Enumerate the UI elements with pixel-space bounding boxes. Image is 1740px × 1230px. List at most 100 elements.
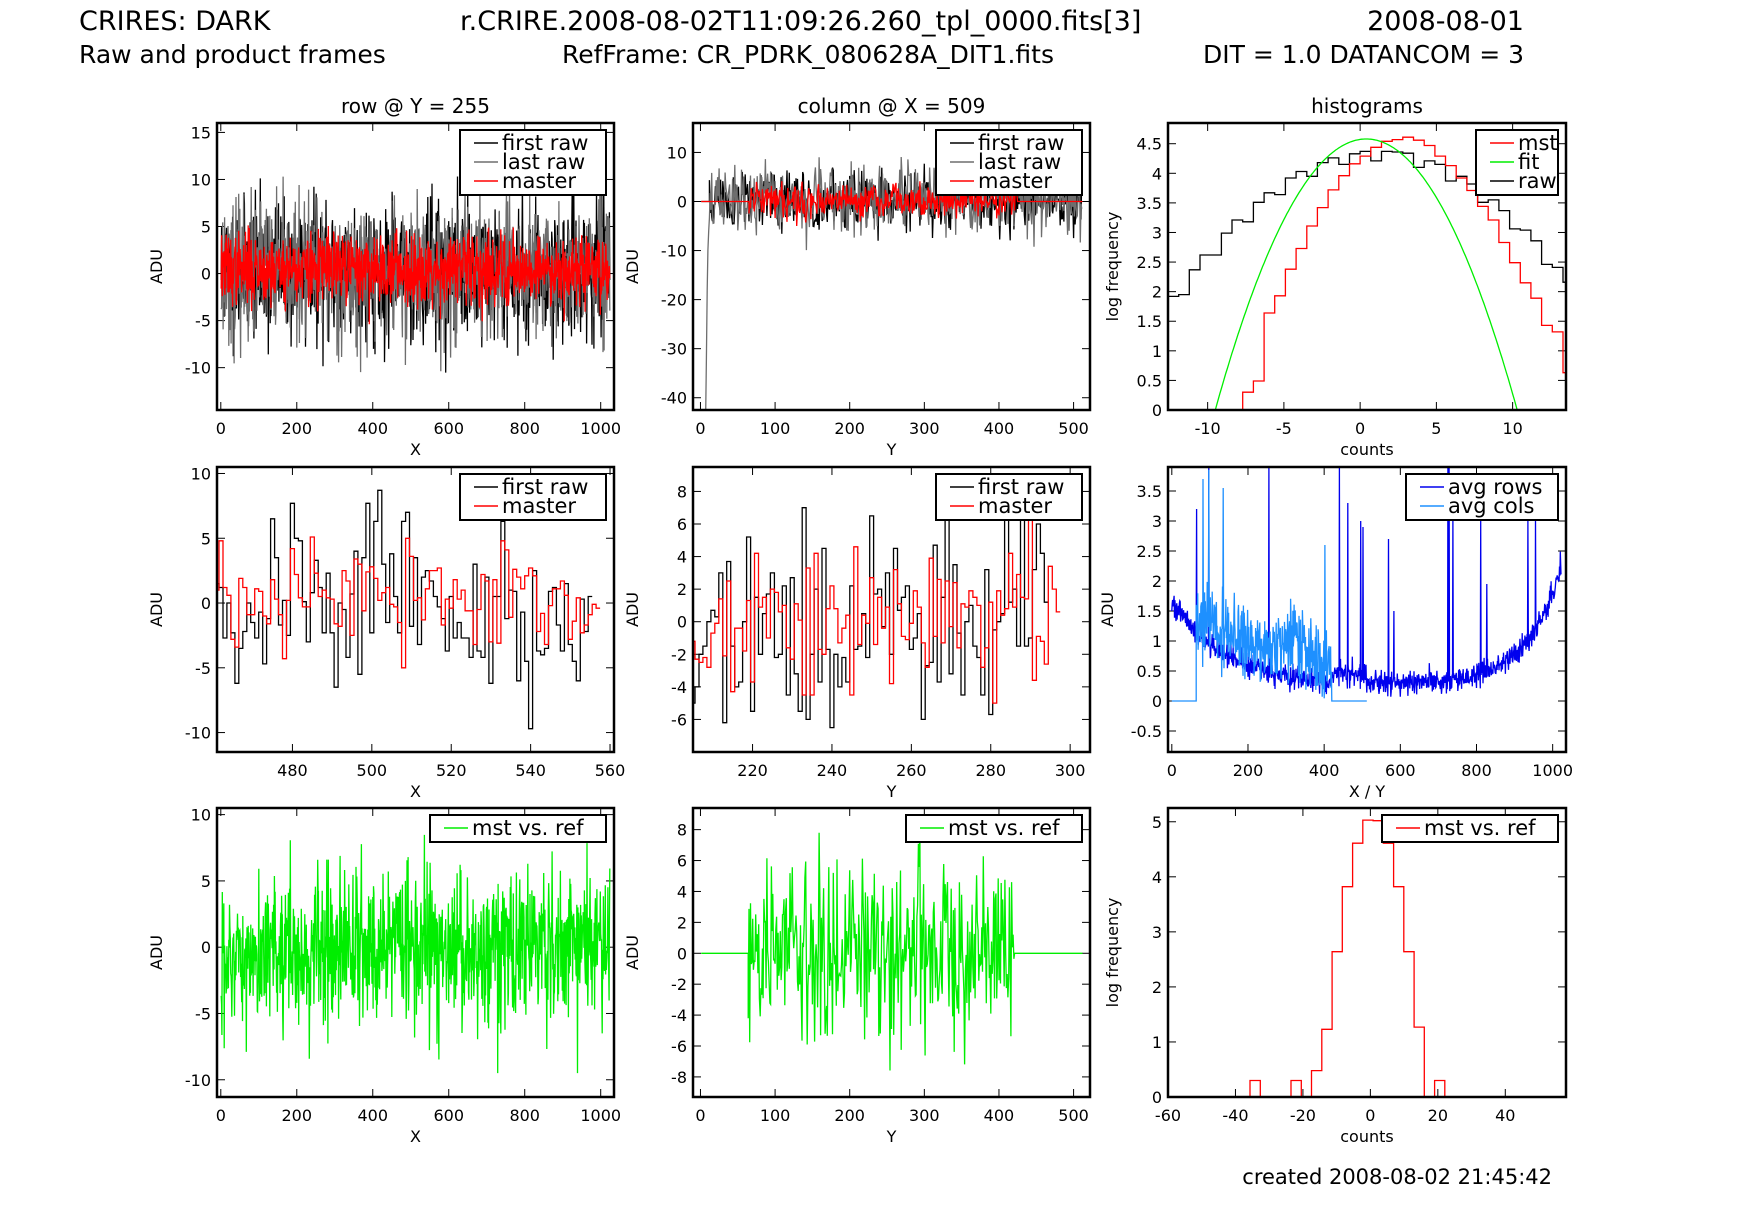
observation-date: 2008-08-01 — [1367, 6, 1524, 37]
series-avg-cols — [1171, 469, 1367, 702]
legend-label: avg cols — [1448, 494, 1534, 518]
x-tick-label: 400 — [357, 1106, 388, 1125]
y-tick-label: 4 — [677, 882, 687, 901]
series-mst-vs-ref — [220, 834, 611, 1074]
x-tick-label: 800 — [509, 1106, 540, 1125]
x-tick-label: 200 — [834, 1106, 865, 1125]
y-tick-label: -2 — [671, 645, 687, 664]
legend-label: raw — [1518, 169, 1557, 193]
y-tick-label: 4 — [1152, 868, 1162, 887]
series-mst-vs-ref — [701, 832, 1083, 1071]
plot-area — [693, 507, 1061, 729]
y-tick-label: 5 — [201, 872, 211, 891]
x-tick-label: 100 — [760, 1106, 791, 1125]
x-tick-label: 0 — [1167, 761, 1177, 780]
y-tick-label: 10 — [191, 170, 211, 189]
legend-box — [935, 129, 1083, 196]
created-timestamp: created 2008-08-02 21:45:42 — [1242, 1165, 1552, 1189]
series-mst-vs-ref — [1168, 819, 1566, 1097]
y-axis-label: ADU — [147, 249, 166, 284]
y-tick-label: 2 — [677, 913, 687, 932]
y-tick-label: 0 — [1152, 401, 1162, 420]
report-title: CRIRES: DARK — [79, 6, 271, 37]
x-tick-label: -20 — [1290, 1106, 1316, 1125]
legend-label: mst — [1518, 131, 1558, 155]
y-tick-label: -5 — [195, 312, 211, 331]
y-tick-label: 3.5 — [1137, 482, 1162, 501]
legend-label: last raw — [978, 150, 1061, 174]
y-tick-label: -30 — [661, 340, 687, 359]
x-tick-label: 0 — [216, 1106, 226, 1125]
plot-title: column @ X = 509 — [798, 94, 986, 118]
legend-label: first raw — [502, 475, 588, 499]
x-axis-label: X — [410, 1127, 421, 1146]
x-tick-label: 280 — [975, 761, 1006, 780]
x-tick-label: -10 — [1195, 419, 1221, 438]
series-first-raw — [217, 489, 593, 730]
y-tick-label: -5 — [195, 1004, 211, 1023]
x-tick-label: 400 — [984, 419, 1015, 438]
y-tick-label: 1.5 — [1137, 312, 1162, 331]
x-axis-label: counts — [1340, 1127, 1393, 1146]
y-axis-label: ADU — [623, 249, 642, 284]
y-tick-label: -8 — [671, 1068, 687, 1087]
legend-box — [1405, 473, 1559, 521]
y-axis-label: log frequency — [1103, 212, 1122, 322]
plot-title: histograms — [1311, 94, 1423, 118]
x-tick-label: 260 — [896, 761, 927, 780]
y-tick-label: 0 — [677, 192, 687, 211]
y-tick-label: 5 — [1152, 813, 1162, 832]
x-tick-label: 500 — [1058, 419, 1089, 438]
x-tick-label: 300 — [909, 419, 940, 438]
y-tick-label: 6 — [677, 852, 687, 871]
x-tick-label: 560 — [595, 761, 626, 780]
x-axis-label: Y — [886, 440, 897, 459]
x-axis-label: X / Y — [1349, 782, 1386, 801]
y-tick-label: 1 — [1152, 342, 1162, 361]
y-tick-label: 0 — [1152, 692, 1162, 711]
y-axis-label: log frequency — [1103, 898, 1122, 1008]
legend-label: first raw — [978, 131, 1064, 155]
legend: mst vs. ref — [429, 814, 607, 843]
series-avg-rows — [1171, 467, 1562, 697]
x-tick-label: 540 — [515, 761, 546, 780]
plot-frame — [215, 121, 616, 412]
chart-histograms: histograms -10 -5 0 5 10 0 0.5 1 1.5 2 2.5 3 3.5 4 4.5 c… — [1103, 94, 1568, 459]
x-tick-label: -5 — [1276, 419, 1292, 438]
legend-label: mst vs. ref — [1424, 816, 1536, 840]
chart-column-mst-vs-ref: 0 100 200 300 400 500 -8 -6 -4 -2 0 2 4 6 8 Y ADU mst vs.… — [623, 806, 1092, 1146]
y-tick-label: 2 — [677, 580, 687, 599]
y-tick-label: 4 — [1152, 164, 1162, 183]
legend-box — [459, 473, 607, 521]
y-tick-label: 10 — [191, 806, 211, 825]
legend-label: avg rows — [1448, 475, 1542, 499]
chart-mst-vs-ref-histogram: -60 -40 -20 0 20 40 0 1 2 3 4 5 counts log frequency m… — [1103, 806, 1568, 1146]
y-tick-label: 2 — [1152, 572, 1162, 591]
legend: mst vs. ref — [905, 814, 1083, 843]
y-tick-label: -0.5 — [1131, 722, 1162, 741]
y-axis-label: ADU — [623, 592, 642, 627]
series-fit — [1214, 138, 1518, 410]
y-axis-label: ADU — [147, 592, 166, 627]
y-tick-label: 3 — [1152, 223, 1162, 242]
legend-label: first raw — [502, 131, 588, 155]
y-tick-label: 3 — [1152, 512, 1162, 531]
plot-frame — [1166, 465, 1568, 754]
y-tick-label: 0 — [201, 938, 211, 957]
y-tick-label: 0.5 — [1137, 371, 1162, 390]
x-tick-label: 0 — [216, 419, 226, 438]
x-tick-label: 100 — [760, 419, 791, 438]
chart-column-zoom: 220 240 260 280 300 -6 -4 -2 0 2 4 6 8 Y ADU first rawm… — [623, 465, 1092, 801]
series-raw — [1168, 150, 1566, 298]
legend-label: master — [502, 169, 576, 193]
y-tick-label: 5 — [201, 529, 211, 548]
x-tick-label: 5 — [1431, 419, 1441, 438]
x-tick-label: 200 — [282, 419, 313, 438]
exposure-params: DIT = 1.0 DATANCOM = 3 — [1203, 40, 1524, 69]
x-tick-label: 10 — [1502, 419, 1522, 438]
y-tick-label: -10 — [661, 242, 687, 261]
raw-filename: r.CRIRE.2008-08-02T11:09:26.260_tpl_0000… — [460, 6, 1142, 37]
